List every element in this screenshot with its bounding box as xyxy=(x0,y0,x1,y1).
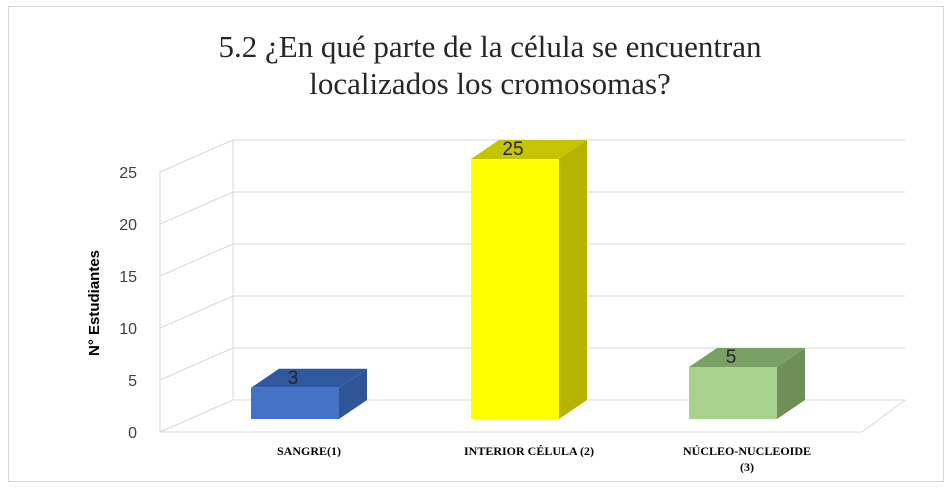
data-label-2: 5 xyxy=(726,347,737,368)
y-tick-label-1: 5 xyxy=(128,373,137,390)
floor-right-edge xyxy=(861,399,906,433)
y-tick-label-5: 25 xyxy=(119,165,137,182)
y-tick-label-2: 10 xyxy=(119,321,137,338)
bar-side-0 xyxy=(339,368,367,419)
y-tick-label-3: 15 xyxy=(119,269,137,286)
category-label-2-line-0: NÚCLEO-NUCLEOIDE xyxy=(683,444,811,458)
bar-front-1 xyxy=(471,159,559,419)
bar-top-2 xyxy=(689,348,805,367)
bar-top-1 xyxy=(471,140,587,159)
bar-front-2 xyxy=(689,367,777,419)
chart-title-line-2: localizados los cromosomas? xyxy=(309,66,671,101)
gridline-side-5 xyxy=(159,139,234,173)
bar-front-0 xyxy=(251,387,339,419)
y-axis-label: N° Estudiantes xyxy=(86,250,103,356)
bar-1 xyxy=(471,140,587,419)
category-label-2-line-1: (3) xyxy=(740,460,754,474)
data-label-0: 3 xyxy=(288,368,299,389)
category-labels: SANGRE(1) INTERIOR CÉLULA (2) NÚCLEO-NUCLE… xyxy=(277,444,811,474)
chart-title-line-1: 5.2 ¿En qué parte de la célula se encuen… xyxy=(218,29,762,64)
bar-0 xyxy=(251,368,367,419)
bar-side-1 xyxy=(559,140,587,419)
category-label-0: SANGRE(1) xyxy=(277,444,341,458)
category-label-1: INTERIOR CÉLULA (2) xyxy=(464,444,594,458)
gridline-side-4 xyxy=(159,191,234,225)
y-tick-label-4: 20 xyxy=(119,217,137,234)
bar-top-0 xyxy=(251,368,367,388)
gridline-side-1 xyxy=(159,347,234,381)
gridline-side-0 xyxy=(159,399,234,433)
chart-title: 5.2 ¿En qué parte de la célula se encuen… xyxy=(218,29,762,101)
gridline-side-2 xyxy=(159,295,234,329)
y-tick-label-0: 0 xyxy=(128,425,137,442)
bar-2 xyxy=(689,348,805,419)
data-labels: 3 25 5 xyxy=(288,139,737,389)
y-axis-ticks: 0 5 10 15 20 25 xyxy=(119,165,137,442)
gridline-side-3 xyxy=(159,243,234,277)
bars xyxy=(251,140,805,419)
data-label-1: 25 xyxy=(502,139,523,160)
bar-side-2 xyxy=(777,348,805,419)
